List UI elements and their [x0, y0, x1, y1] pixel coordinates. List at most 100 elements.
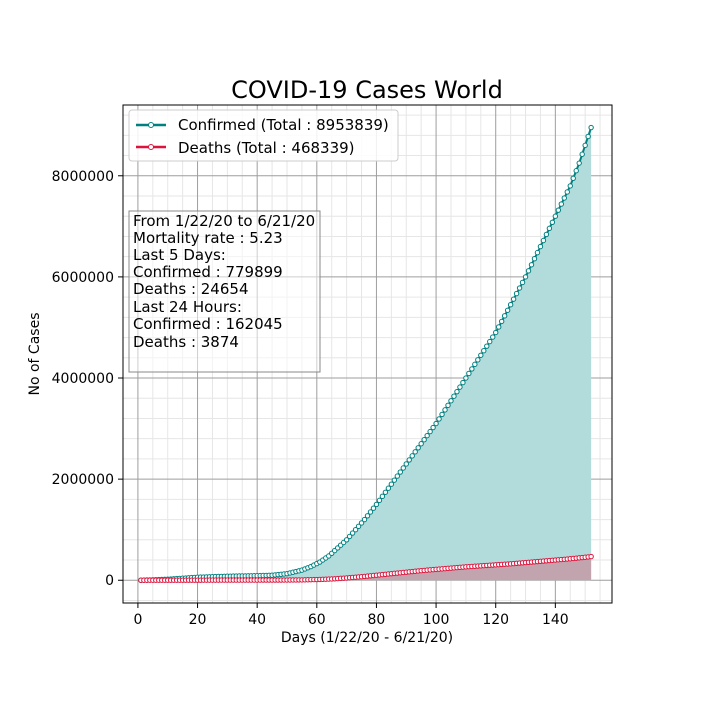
data-point: [564, 189, 570, 195]
data-point: [355, 523, 362, 530]
data-point: [376, 497, 383, 504]
data-point: [519, 279, 526, 286]
data-point: [457, 384, 463, 390]
annotation-line: Last 24 Hours:: [133, 298, 242, 316]
data-point: [367, 509, 374, 515]
y-tick-label: 8000000: [52, 169, 114, 185]
x-tick-label: 0: [133, 612, 142, 628]
data-point: [379, 493, 386, 500]
data-point: [409, 453, 415, 459]
data-point: [343, 537, 350, 543]
legend-item-confirmed: Confirmed (Total : 8953839): [136, 116, 389, 134]
annotation-line: Confirmed : 162045: [133, 315, 283, 333]
data-point: [466, 370, 472, 377]
data-point: [498, 318, 505, 325]
data-point: [537, 243, 544, 250]
y-tick-label: 0: [105, 573, 114, 589]
data-point: [582, 142, 588, 149]
data-point: [493, 329, 499, 336]
data-point: [478, 352, 484, 358]
x-tick-label: 80: [368, 612, 386, 628]
x-tick-label: 100: [423, 612, 450, 628]
data-point: [546, 225, 553, 232]
data-point: [528, 262, 535, 268]
data-point: [570, 175, 576, 182]
data-point: [403, 461, 409, 467]
y-tick-label: 2000000: [52, 472, 114, 488]
data-point: [579, 151, 585, 157]
data-point: [475, 357, 481, 363]
data-point: [448, 398, 454, 404]
data-point: [555, 207, 562, 213]
data-point: [349, 530, 356, 536]
data-point: [522, 274, 529, 280]
legend-label-deaths: Deaths (Total : 468339): [178, 139, 355, 157]
x-tick-label: 20: [189, 612, 207, 628]
data-point: [558, 201, 565, 207]
data-point: [397, 469, 403, 475]
y-axis-label: No of Cases: [27, 313, 43, 396]
legend: Confirmed (Total : 8953839) Deaths (Tota…: [128, 109, 399, 162]
data-point: [585, 133, 591, 140]
x-tick-label: 120: [482, 612, 509, 628]
data-point: [534, 249, 541, 256]
data-point: [406, 457, 412, 463]
data-point: [352, 526, 359, 533]
chart-title: COVID-19 Cases World: [231, 76, 503, 104]
legend-label-confirmed: Confirmed (Total : 8953839): [178, 116, 389, 134]
data-point: [385, 485, 392, 491]
x-tick-label: 140: [542, 612, 569, 628]
data-point: [421, 436, 427, 443]
data-point: [427, 428, 433, 435]
y-tick-label: 6000000: [52, 270, 114, 286]
data-point: [510, 296, 517, 302]
y-tick-label: 4000000: [52, 371, 114, 387]
data-point: [507, 302, 514, 308]
data-point: [439, 411, 445, 418]
data-point: [382, 489, 389, 495]
data-point: [415, 445, 421, 451]
data-point: [588, 553, 594, 560]
series-points: [138, 124, 594, 583]
annotation-line: From 1/22/20 to 6/21/20: [133, 212, 315, 230]
series-areas: [140, 127, 592, 581]
data-point: [543, 231, 550, 238]
data-point: [516, 285, 523, 291]
data-point: [490, 334, 496, 340]
annotation-line: Mortality rate : 5.23: [133, 229, 283, 247]
data-point: [495, 324, 502, 330]
stats-annotation-box: From 1/22/20 to 6/21/20 Mortality rate :…: [128, 210, 321, 373]
data-point: [487, 338, 493, 345]
data-point: [561, 195, 567, 201]
data-point: [388, 481, 395, 487]
annotation-line: Deaths : 3874: [133, 333, 239, 351]
data-point: [576, 160, 582, 166]
x-axis-label: Days (1/22/20 - 6/21/20): [281, 630, 453, 646]
data-point: [442, 407, 448, 413]
data-point: [588, 124, 594, 131]
data-point: [370, 505, 377, 511]
data-point: [433, 420, 439, 427]
data-point: [418, 441, 424, 447]
data-point: [373, 501, 380, 508]
data-point: [481, 348, 487, 354]
data-point: [513, 290, 520, 297]
data-point: [430, 424, 436, 431]
data-point: [346, 533, 353, 540]
legend-item-deaths: Deaths (Total : 468339): [136, 139, 355, 157]
y-axis-ticks: 0 2000000 4000000 6000000 8000000: [52, 169, 123, 589]
data-point: [364, 513, 371, 519]
plot-frame: [122, 104, 613, 604]
data-point: [472, 361, 478, 368]
data-point: [525, 268, 532, 274]
data-point: [358, 520, 365, 526]
data-point: [400, 465, 406, 471]
data-point: [531, 255, 538, 262]
data-point: [484, 343, 490, 349]
x-tick-label: 40: [248, 612, 266, 628]
data-point: [463, 375, 469, 381]
annotation-line: Last 5 Days:: [133, 246, 226, 264]
data-point: [412, 449, 418, 455]
data-point: [567, 183, 573, 189]
x-tick-label: 60: [308, 612, 326, 628]
